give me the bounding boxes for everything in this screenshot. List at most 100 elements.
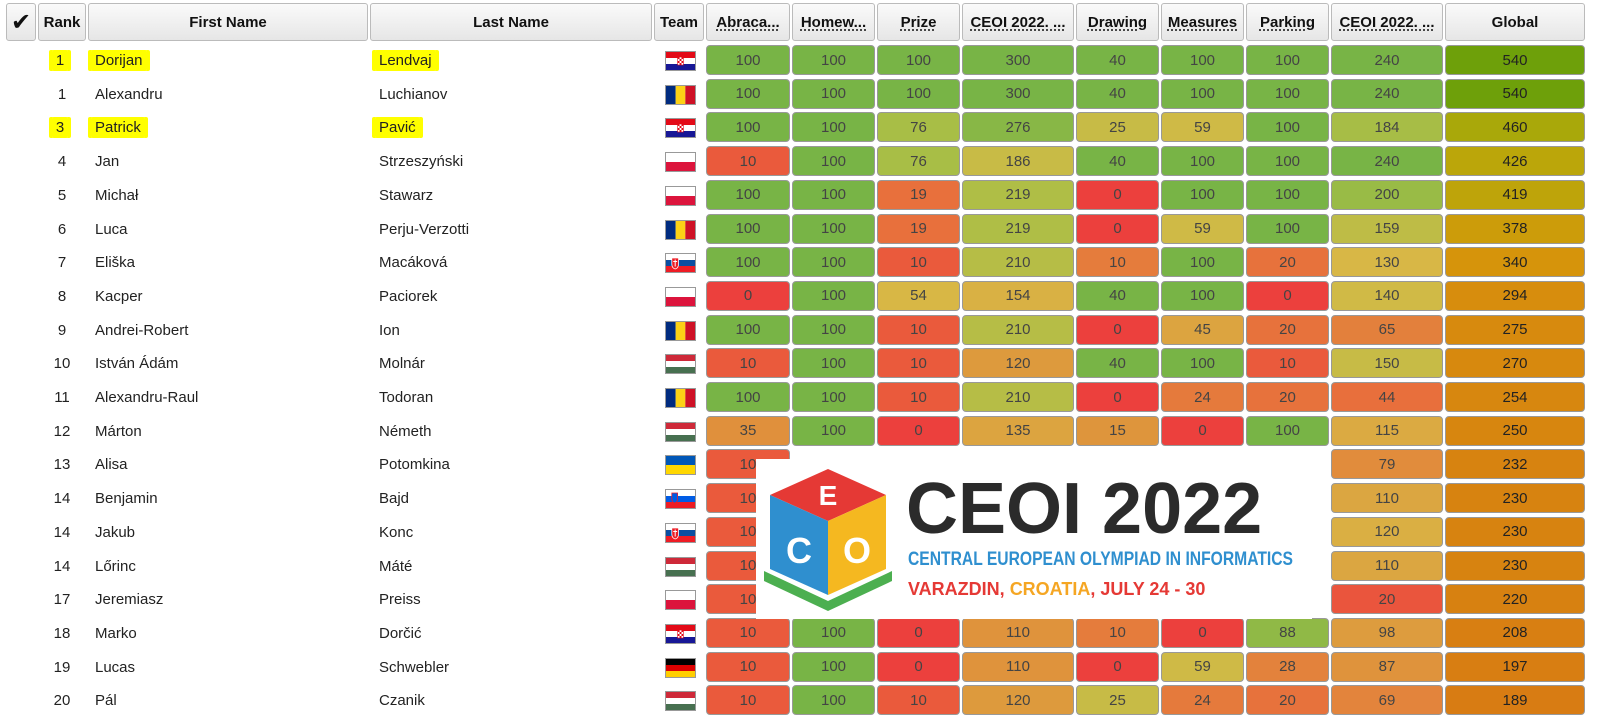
romania-flag-icon (665, 388, 696, 408)
score-cell: 110 (1331, 550, 1443, 581)
first-name-text: Luca (95, 220, 128, 238)
score-cell: 120 (962, 685, 1074, 716)
score-cell: 10 (877, 314, 960, 345)
hungary-flag-icon (665, 421, 696, 442)
task-header-abracadabra[interactable]: Abraca... (706, 3, 790, 41)
cube-left-face-icon (770, 495, 828, 595)
score-cell: 100 (792, 415, 875, 446)
score-cell: 100 (1161, 179, 1244, 210)
score-cell: 100 (706, 112, 790, 143)
global-score-cell: 254 (1445, 382, 1585, 412)
score-cell: 150 (1331, 348, 1443, 379)
rank-cell: 6 (57, 220, 67, 238)
task-header-ceoi-day2[interactable]: CEOI 2022. ... (1331, 3, 1443, 41)
task-header-ceoi-day1[interactable]: CEOI 2022. ... (962, 3, 1074, 41)
score-cell: 44 (1331, 382, 1443, 412)
score-cell: 100 (877, 78, 960, 109)
score-cell: 159 (1331, 213, 1443, 244)
rank-cell: 7 (57, 254, 67, 272)
rank-column-header[interactable]: Rank (38, 3, 86, 41)
task-header-label: Prize (900, 13, 937, 31)
last-name-text: Todoran (379, 389, 434, 406)
table-row: 10 István Ádám Molnár 10 100 10 120 40 100 10 150 2… (0, 346, 1621, 380)
first-name-cell: Benjamin (95, 490, 158, 507)
score-cell: 10 (1076, 247, 1159, 278)
score-cell: 100 (1246, 213, 1329, 244)
score-cell: 59 (1161, 213, 1244, 244)
score-cell: 120 (962, 348, 1074, 379)
score-cell: 65 (1331, 314, 1443, 345)
team-column-header[interactable]: Team (654, 3, 704, 41)
global-score-cell: 230 (1445, 483, 1585, 514)
score-cell: 130 (1331, 247, 1443, 278)
select-all-checkbox[interactable]: ✔ (6, 3, 36, 41)
score-cell: 0 (1161, 617, 1244, 648)
score-cell: 0 (1246, 280, 1329, 311)
last-name-text: Molnár (379, 355, 425, 373)
score-cell: 100 (706, 382, 790, 412)
global-score-cell: 270 (1445, 348, 1585, 379)
last-name-cell: Macáková (379, 254, 447, 271)
score-cell: 10 (706, 651, 790, 682)
cube-letter-o: O (843, 530, 871, 571)
croatia-flag-icon (665, 118, 696, 139)
logo-title: CEOI 2022 (906, 469, 1262, 549)
score-cell: 25 (1076, 685, 1159, 716)
task-header-measures[interactable]: Measures (1161, 3, 1244, 41)
global-score-cell: 419 (1445, 179, 1585, 210)
last-name-cell: Luchianov (379, 86, 447, 103)
rank-text: 3 (51, 117, 69, 139)
task-header-drawing[interactable]: Drawing (1076, 3, 1159, 41)
last-name-cell: Konc (379, 524, 413, 541)
task-header-homework[interactable]: Homew... (792, 3, 875, 41)
first-name-cell: Lucas (95, 659, 135, 676)
score-cell: 100 (792, 213, 875, 244)
first-name-cell: Pál (95, 692, 117, 709)
rank-cell: 12 (53, 422, 71, 440)
first-name-text: Jakub (95, 523, 136, 541)
rank-cell: 14 (53, 557, 71, 575)
table-row: 3 Patrick Pavić 100 100 76 276 25 59 100 184 460 (0, 110, 1621, 144)
rank-cell: 14 (53, 490, 71, 508)
first-name-cell: Jeremiasz (95, 591, 163, 608)
score-cell: 219 (962, 179, 1074, 210)
global-column-header[interactable]: Global (1445, 3, 1585, 41)
poland-flag-icon (665, 185, 696, 206)
cube-right-face-icon (828, 495, 886, 595)
team-header-label: Team (659, 13, 699, 31)
score-cell: 79 (1331, 449, 1443, 480)
last-name-cell: Bajd (379, 490, 409, 507)
rank-cell: 20 (53, 692, 71, 710)
score-cell: 15 (1076, 415, 1159, 446)
first-name-text: Jan (95, 153, 120, 171)
table-row: 5 Michał Stawarz 100 100 19 219 0 100 100 200 419 (0, 178, 1621, 212)
first-name-text: Alisa (95, 456, 128, 474)
last-name-column-header[interactable]: Last Name (370, 3, 652, 41)
rank-cell: 18 (53, 624, 71, 642)
score-cell: 200 (1331, 179, 1443, 210)
table-row: 14 Jakub Konc 10 120 230 (0, 515, 1621, 549)
task-header-label: Homew... (800, 13, 867, 31)
task-header-label: CEOI 2022. ... (1339, 13, 1435, 31)
first-name-text: Lőrinc (95, 557, 136, 575)
score-cell: 19 (877, 179, 960, 210)
first-name-text: Andrei-Robert (95, 321, 189, 339)
first-name-text: Pál (95, 692, 117, 710)
score-cell: 40 (1076, 146, 1159, 177)
first-name-text: Alexandru-Raul (95, 389, 199, 406)
score-cell: 210 (962, 314, 1074, 345)
first-name-column-header[interactable]: First Name (88, 3, 368, 41)
global-score-cell: 208 (1445, 617, 1585, 648)
score-cell: 10 (877, 382, 960, 412)
task-header-prize[interactable]: Prize (877, 3, 960, 41)
task-header-label: Drawing (1087, 13, 1148, 31)
score-cell: 100 (706, 213, 790, 244)
slovakia-flag-icon (665, 522, 696, 543)
first-name-cell: Lőrinc (95, 558, 136, 575)
score-cell: 0 (706, 280, 790, 311)
score-cell: 300 (962, 45, 1074, 75)
last-name-text: Macáková (379, 254, 448, 272)
score-cell: 100 (792, 651, 875, 682)
logo-dates: , JULY 24 - 30 (1090, 579, 1205, 599)
task-header-parking[interactable]: Parking (1246, 3, 1329, 41)
